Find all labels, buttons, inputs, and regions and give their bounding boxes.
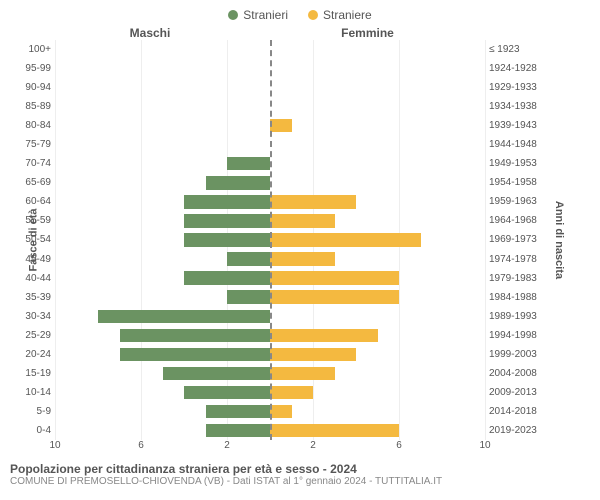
x-axis: 10622610 bbox=[55, 440, 485, 456]
female-bar bbox=[270, 405, 292, 418]
birth-year-label: 2019-2023 bbox=[489, 421, 550, 440]
birth-year-label: 1994-1998 bbox=[489, 326, 550, 345]
age-group-label: 45-49 bbox=[0, 250, 51, 269]
age-group-label: 30-34 bbox=[0, 307, 51, 326]
x-tick-label: 10 bbox=[479, 440, 490, 451]
female-bar bbox=[270, 348, 356, 361]
legend-swatch-female bbox=[308, 10, 318, 20]
age-group-label: 5-9 bbox=[0, 402, 51, 421]
chart-title: Popolazione per cittadinanza straniera p… bbox=[10, 462, 590, 476]
age-group-label: 70-74 bbox=[0, 154, 51, 173]
birth-year-label: 1949-1953 bbox=[489, 154, 550, 173]
birth-year-label: 1934-1938 bbox=[489, 97, 550, 116]
male-bar bbox=[227, 252, 270, 265]
female-bar bbox=[270, 252, 335, 265]
male-bar bbox=[227, 157, 270, 170]
birth-year-label: 1989-1993 bbox=[489, 307, 550, 326]
female-bar bbox=[270, 424, 399, 437]
female-bar bbox=[270, 367, 335, 380]
female-bar bbox=[270, 271, 399, 284]
column-headers: Maschi Femmine bbox=[0, 26, 600, 40]
legend-swatch-male bbox=[228, 10, 238, 20]
chart-area: Fasce di età 100+95-9990-9485-8980-8475-… bbox=[0, 40, 600, 440]
age-group-label: 25-29 bbox=[0, 326, 51, 345]
age-group-label: 90-94 bbox=[0, 78, 51, 97]
age-group-label: 15-19 bbox=[0, 364, 51, 383]
footer: Popolazione per cittadinanza straniera p… bbox=[0, 456, 600, 487]
male-bar bbox=[227, 290, 270, 303]
male-bar bbox=[184, 214, 270, 227]
header-male: Maschi bbox=[0, 26, 245, 40]
age-group-label: 0-4 bbox=[0, 421, 51, 440]
female-bar bbox=[270, 386, 313, 399]
age-group-label: 80-84 bbox=[0, 116, 51, 135]
plot bbox=[55, 40, 485, 440]
age-group-label: 50-54 bbox=[0, 230, 51, 249]
birth-year-label: ≤ 1923 bbox=[489, 40, 550, 59]
birth-year-label: 2014-2018 bbox=[489, 402, 550, 421]
male-bar bbox=[184, 233, 270, 246]
male-bar bbox=[206, 424, 271, 437]
birth-year-label: 1969-1973 bbox=[489, 230, 550, 249]
female-bar bbox=[270, 214, 335, 227]
age-group-label: 40-44 bbox=[0, 269, 51, 288]
age-group-label: 35-39 bbox=[0, 288, 51, 307]
birth-year-label: 1929-1933 bbox=[489, 78, 550, 97]
male-bar bbox=[120, 329, 271, 342]
x-tick-label: 6 bbox=[138, 440, 144, 451]
male-bar bbox=[120, 348, 271, 361]
legend-label-female: Straniere bbox=[323, 8, 372, 22]
male-bar bbox=[184, 271, 270, 284]
birth-year-label: 1999-2003 bbox=[489, 345, 550, 364]
x-tick-label: 10 bbox=[49, 440, 60, 451]
birth-year-label: 1964-1968 bbox=[489, 211, 550, 230]
birth-year-label: 1979-1983 bbox=[489, 269, 550, 288]
female-bar bbox=[270, 290, 399, 303]
birth-year-label: 2004-2008 bbox=[489, 364, 550, 383]
legend-female: Straniere bbox=[308, 8, 372, 22]
age-group-label: 20-24 bbox=[0, 345, 51, 364]
center-dashed-line bbox=[270, 40, 272, 440]
birth-year-label: 1944-1948 bbox=[489, 135, 550, 154]
birth-year-label: 1974-1978 bbox=[489, 250, 550, 269]
chart-subtitle: COMUNE DI PREMOSELLO-CHIOVENDA (VB) - Da… bbox=[10, 476, 590, 487]
birth-year-label: 1959-1963 bbox=[489, 192, 550, 211]
y-right-labels: ≤ 19231924-19281929-19331934-19381939-19… bbox=[485, 40, 550, 440]
age-group-label: 10-14 bbox=[0, 383, 51, 402]
legend-male: Stranieri bbox=[228, 8, 288, 22]
male-bar bbox=[206, 405, 271, 418]
age-group-label: 65-69 bbox=[0, 173, 51, 192]
male-bar bbox=[98, 310, 270, 323]
age-group-label: 100+ bbox=[0, 40, 51, 59]
female-bar bbox=[270, 119, 292, 132]
age-group-label: 60-64 bbox=[0, 192, 51, 211]
age-group-label: 95-99 bbox=[0, 59, 51, 78]
age-group-label: 55-59 bbox=[0, 211, 51, 230]
legend-label-male: Stranieri bbox=[243, 8, 288, 22]
legend: Stranieri Straniere bbox=[0, 0, 600, 26]
y-left-axis-title: Fasce di età bbox=[27, 209, 39, 272]
birth-year-label: 2009-2013 bbox=[489, 383, 550, 402]
age-group-label: 75-79 bbox=[0, 135, 51, 154]
x-tick-label: 6 bbox=[396, 440, 402, 451]
birth-year-label: 1984-1988 bbox=[489, 288, 550, 307]
female-bar bbox=[270, 233, 421, 246]
male-bar bbox=[163, 367, 271, 380]
y-right-axis-title: Anni di nascita bbox=[553, 201, 565, 279]
age-group-label: 85-89 bbox=[0, 97, 51, 116]
female-bar bbox=[270, 329, 378, 342]
x-tick-label: 2 bbox=[310, 440, 316, 451]
male-bar bbox=[184, 195, 270, 208]
female-bar bbox=[270, 195, 356, 208]
male-bar bbox=[184, 386, 270, 399]
birth-year-label: 1954-1958 bbox=[489, 173, 550, 192]
header-female: Femmine bbox=[245, 26, 490, 40]
male-bar bbox=[206, 176, 271, 189]
birth-year-label: 1939-1943 bbox=[489, 116, 550, 135]
birth-year-label: 1924-1928 bbox=[489, 59, 550, 78]
x-tick-label: 2 bbox=[224, 440, 230, 451]
